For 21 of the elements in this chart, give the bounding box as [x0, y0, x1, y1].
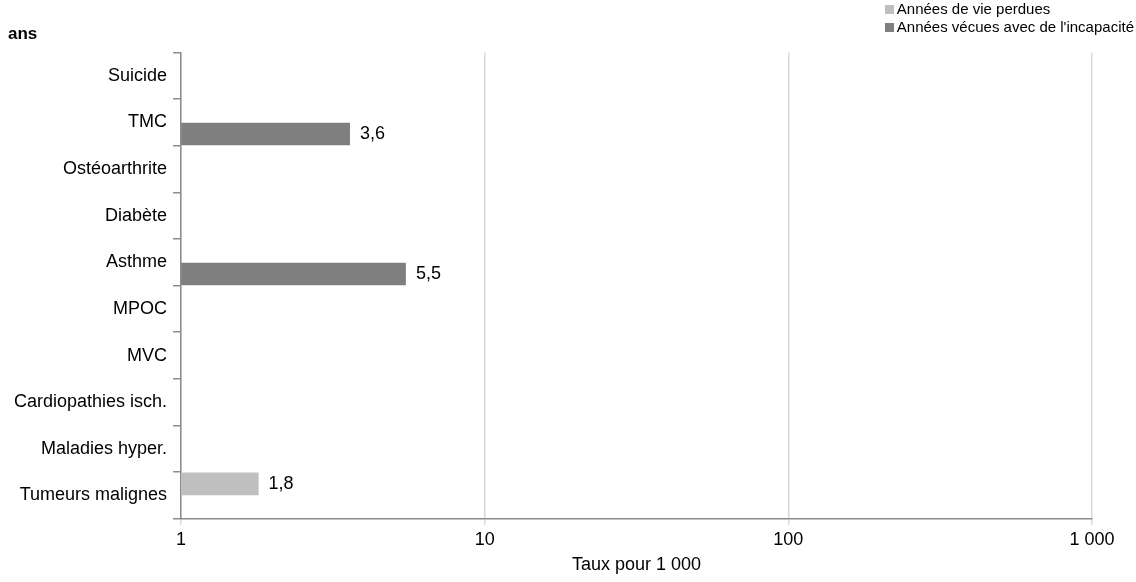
y-tick-label: Asthme [106, 251, 168, 272]
y-tick-label: MVC [127, 344, 168, 365]
x-tick-label: 10 [474, 528, 495, 549]
y-tick-label: Cardiopathies isch. [13, 391, 168, 412]
y-tick-label: Ostéoarthrite [63, 157, 168, 178]
text: ans [8, 23, 38, 43]
legend-label: Années de vie perdues [896, 0, 1051, 18]
y-tick-label: Diabète [105, 204, 168, 225]
x-axis-title: Taux pour 1 000 [571, 554, 702, 575]
x-tick-label: 1 000 [1069, 528, 1115, 549]
data-label: 5,5 [415, 262, 441, 283]
y-tick-label: TMC [128, 111, 168, 132]
x-tick-label: 1 [176, 528, 187, 549]
data-label: 1,8 [268, 472, 294, 493]
y-tick-label: MPOC [113, 297, 168, 318]
data-label: 3,6 [359, 122, 386, 143]
y-tick-label: Tumeurs malignes [19, 484, 168, 505]
legend-label: Années vécues avec de l'incapacité [896, 18, 1134, 36]
x-tick-label: 100 [773, 528, 804, 549]
y-tick-label: Suicide [108, 64, 168, 85]
y-tick-label: Maladies hyper. [41, 437, 168, 458]
